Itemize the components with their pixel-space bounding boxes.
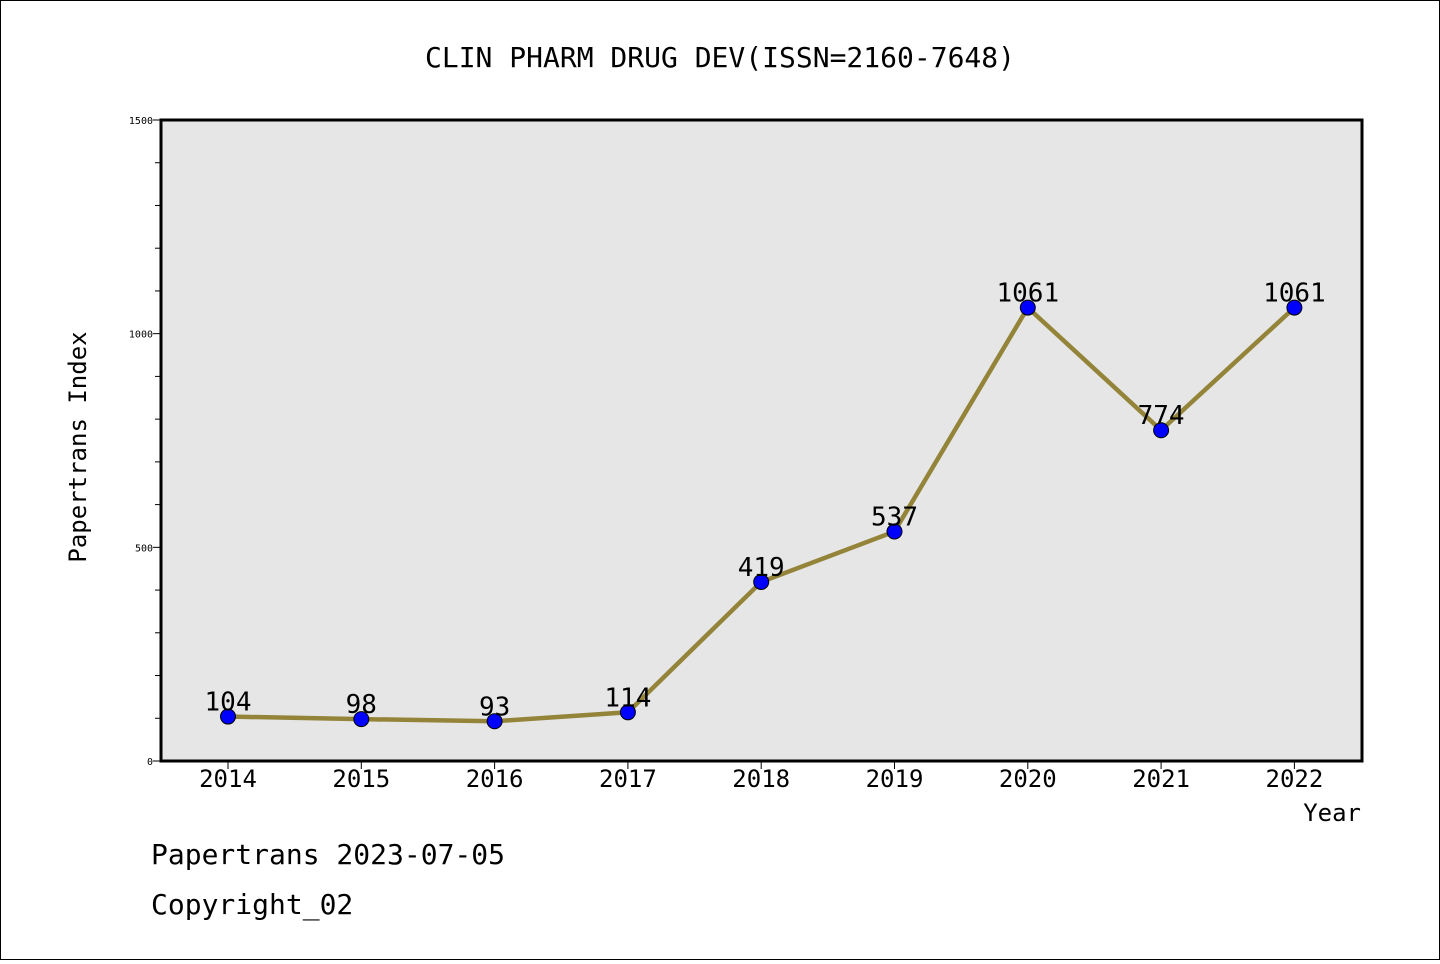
x-tick-label: 2015 [332,765,390,793]
data-label: 104 [205,688,252,718]
data-label: 1061 [1263,279,1326,309]
data-label: 114 [604,683,651,713]
x-tick-label: 2017 [599,765,657,793]
footer-date: Papertrans 2023-07-05 [151,838,505,871]
data-point [1153,422,1170,439]
data-point [619,704,636,721]
data-label: 98 [346,690,377,720]
chart-title: CLIN PHARM DRUG DEV(ISSN=2160-7648) [425,41,1015,74]
x-tick-label: 2019 [866,765,924,793]
y-tick-label: 1000 [129,330,153,341]
footer-copyright: Copyright_02 [151,888,353,922]
x-tick-label: 2022 [1266,765,1324,793]
data-label: 1061 [996,279,1059,309]
data-points [220,299,1303,730]
x-tick-label: 2020 [999,765,1057,793]
plot-area [159,118,1364,763]
data-point [753,573,770,590]
y-axis-ticks: 0 500 1000 1500 [129,116,161,768]
x-tick-label: 2021 [1132,765,1190,793]
x-axis-ticks: 2014 2015 2016 2017 2018 2019 2020 2021 2022 [199,761,1323,793]
data-label: 774 [1138,401,1185,431]
y-axis-title: Papertrans Index [64,331,92,562]
data-point [486,713,503,730]
x-axis-title: Year [1303,799,1361,827]
data-labels: 104 98 93 114 419 537 1061 774 1061 [205,279,1326,723]
data-label: 93 [479,692,510,722]
y-tick-label: 1500 [129,116,153,127]
data-point [353,711,370,728]
data-point [1286,299,1303,316]
x-tick-label: 2018 [732,765,790,793]
y-tick-label: 500 [135,543,153,554]
data-point [1019,299,1036,316]
data-point [886,523,903,540]
data-point [220,708,236,725]
y-tick-label: 0 [147,757,153,768]
x-tick-label: 2016 [466,765,524,793]
x-tick-label: 2014 [199,765,257,793]
data-label: 537 [871,503,918,533]
data-label: 419 [738,553,785,583]
